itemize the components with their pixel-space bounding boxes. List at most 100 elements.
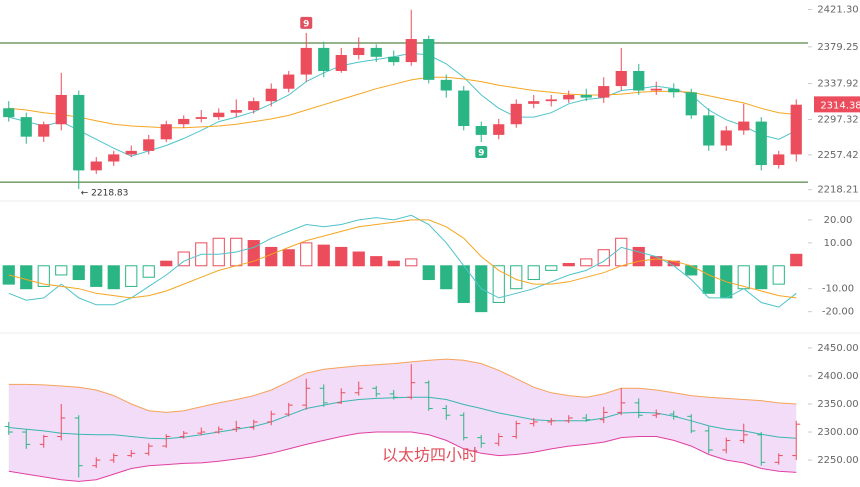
macd-line bbox=[8, 219, 797, 299]
macd-bar bbox=[702, 265, 715, 294]
y-tick-label: 2250.00 bbox=[817, 455, 858, 466]
macd-bar bbox=[545, 265, 558, 271]
y-tick-label: 2297.32 bbox=[817, 115, 858, 126]
candle-body bbox=[335, 55, 347, 71]
macd-bar bbox=[37, 265, 50, 287]
macd-bar bbox=[562, 262, 575, 267]
candle-body bbox=[160, 124, 172, 140]
macd-bar bbox=[685, 265, 698, 276]
y-tick-label: 2337.92 bbox=[817, 78, 858, 89]
y-tick-label: 2400.00 bbox=[817, 371, 858, 382]
candle-body bbox=[528, 101, 540, 104]
macd-bar bbox=[597, 249, 610, 267]
macd-bar bbox=[265, 246, 278, 267]
macd-bar bbox=[282, 249, 295, 267]
y-tick-label: 10.00 bbox=[824, 238, 853, 249]
macd-bar bbox=[72, 265, 85, 281]
macd-bar bbox=[2, 265, 15, 285]
candle-body bbox=[405, 39, 417, 63]
low-price-label: ← 2218.83 bbox=[81, 189, 129, 199]
macd-bar bbox=[55, 265, 68, 276]
candle-body bbox=[458, 90, 470, 127]
candle-body bbox=[55, 94, 67, 125]
candle-body bbox=[633, 70, 645, 91]
candle-body bbox=[440, 79, 452, 91]
macd-bar bbox=[247, 240, 260, 267]
macd-bar bbox=[125, 265, 138, 287]
macd-bar bbox=[90, 265, 103, 287]
candle-body bbox=[668, 88, 680, 93]
y-tick-label: 20.00 bbox=[824, 215, 853, 226]
y-tick-label: 2450.00 bbox=[817, 343, 858, 354]
td-marker: 9 bbox=[303, 19, 309, 29]
candle-body bbox=[703, 115, 715, 146]
candle-body bbox=[318, 47, 330, 71]
macd-bar bbox=[405, 258, 418, 267]
macd-bar bbox=[632, 246, 645, 267]
candle-body bbox=[423, 39, 435, 80]
td-marker-box bbox=[475, 145, 488, 158]
macd-bar bbox=[772, 265, 785, 285]
y-tick-label: 2218.21 bbox=[817, 185, 858, 196]
candle-body bbox=[125, 150, 137, 155]
macd-bar bbox=[790, 253, 803, 267]
macd-bar bbox=[755, 265, 768, 290]
macd-line bbox=[8, 214, 797, 308]
candle-body bbox=[545, 99, 557, 102]
macd-bar bbox=[492, 265, 505, 303]
candle-body bbox=[73, 94, 85, 171]
candle-body bbox=[475, 126, 487, 135]
macd-bar bbox=[650, 256, 663, 267]
watermark: 以太坊四小时 bbox=[382, 446, 478, 465]
candle-body bbox=[720, 130, 732, 146]
candle-body bbox=[370, 47, 382, 57]
candle-body bbox=[38, 124, 50, 137]
bollinger-line bbox=[8, 358, 797, 413]
candle-body bbox=[90, 161, 102, 171]
macd-bar bbox=[142, 265, 155, 278]
macd-bar bbox=[422, 265, 435, 281]
candle-body bbox=[3, 108, 15, 118]
candle-body bbox=[685, 92, 697, 116]
td-marker: 9 bbox=[478, 148, 484, 158]
candle-body bbox=[493, 124, 505, 135]
macd-bar bbox=[510, 265, 523, 290]
candle-body bbox=[143, 139, 155, 151]
macd-bar bbox=[212, 237, 225, 267]
moving-average bbox=[8, 52, 797, 157]
band-fill bbox=[8, 359, 797, 482]
macd-bar bbox=[300, 242, 313, 267]
bollinger-line bbox=[8, 396, 797, 440]
candle-body bbox=[230, 110, 242, 113]
candle-body bbox=[773, 154, 785, 166]
candle-body bbox=[353, 47, 365, 56]
y-tick-label: 2350.00 bbox=[817, 399, 858, 410]
macd-bar bbox=[335, 246, 348, 267]
candle-body bbox=[265, 88, 277, 102]
candle-body bbox=[283, 74, 295, 89]
macd-bar bbox=[317, 244, 330, 267]
macd-bar bbox=[527, 265, 540, 281]
candle-body bbox=[213, 112, 225, 118]
td-marker-box bbox=[300, 16, 313, 29]
candle-body bbox=[650, 88, 662, 91]
moving-average bbox=[8, 76, 797, 129]
y-tick-label: -20.00 bbox=[822, 307, 854, 318]
macd-bar bbox=[160, 260, 173, 267]
y-tick-label: 2379.25 bbox=[817, 42, 858, 53]
y-tick-label: 2257.42 bbox=[817, 150, 858, 161]
candle-body bbox=[615, 70, 627, 87]
macd-bar bbox=[107, 265, 120, 290]
candle-body bbox=[20, 117, 32, 137]
candle-body bbox=[300, 47, 312, 75]
candle-body bbox=[598, 86, 610, 98]
last-price-box bbox=[814, 96, 860, 113]
last-price: 2314.38 bbox=[820, 100, 860, 111]
macd-bar bbox=[440, 265, 453, 290]
candle-body bbox=[755, 121, 767, 166]
candle-body bbox=[580, 94, 592, 98]
candle-body bbox=[195, 117, 207, 119]
candle-body bbox=[790, 104, 802, 155]
bollinger-line bbox=[8, 431, 797, 482]
